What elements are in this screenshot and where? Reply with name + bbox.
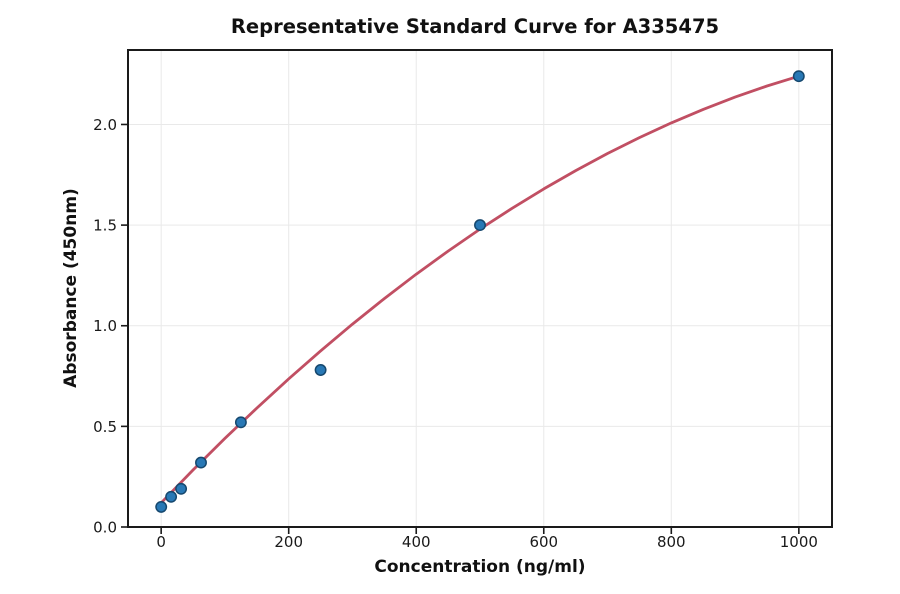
x-tick-label: 600 (529, 533, 558, 551)
x-tick-label: 800 (657, 533, 686, 551)
data-point (234, 416, 247, 429)
data-point (792, 70, 805, 83)
data-point (155, 500, 168, 513)
x-tick-label: 400 (402, 533, 431, 551)
y-tick-label: 2.0 (93, 116, 117, 134)
data-point (165, 490, 178, 503)
fit-curve-line (159, 74, 801, 505)
y-tick-label: 1.5 (93, 217, 117, 235)
x-axis-label: Concentration (ng/ml) (374, 557, 585, 577)
x-tick-label: 0 (156, 533, 166, 551)
x-tick-label: 200 (274, 533, 303, 551)
plot-area: 0 200 400 600 800 1000 0.0 0.5 1.0 1.5 2.0 (93, 49, 833, 551)
y-tick-label: 0.5 (93, 418, 117, 436)
x-tick-label: 1000 (780, 533, 818, 551)
plot-border (127, 49, 833, 528)
y-axis-label: Absorbance (450nm) (61, 188, 81, 388)
data-point (314, 364, 327, 376)
chart-title: Representative Standard Curve for A33547… (231, 15, 719, 38)
data-point (474, 219, 486, 232)
y-tick-label: 0.0 (93, 519, 117, 537)
y-tick-label: 1.0 (93, 317, 117, 335)
data-point (175, 482, 188, 495)
data-point (195, 456, 207, 469)
